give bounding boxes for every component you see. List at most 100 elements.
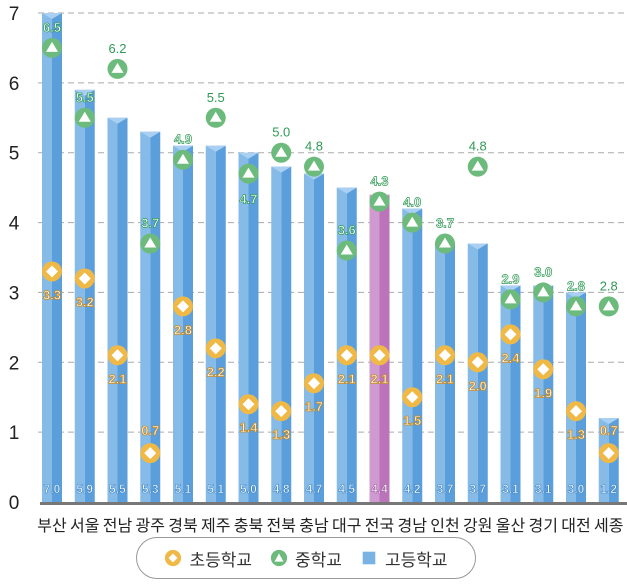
bar-value-label: 3.0 [568, 482, 585, 496]
diamond-icon [111, 349, 124, 362]
bar-top-bevel [107, 117, 128, 124]
middle-school-value-label: 3.0 [534, 264, 552, 279]
bar-value-label: 3.1 [535, 482, 552, 496]
markers-middle-school: 6.5 5.5 6.2 3.7 4.9 5.5 4.7 5.0 4.8 3.6 4.3 4.0 3.7 4… [42, 20, 619, 317]
bars-high-school: 7.0 5.9 5.5 5.3 5.1 5.1 5.0 4.8 4.7 4.5 4.4 4.2 3.7 3… [42, 13, 619, 503]
bar-right-face [183, 145, 193, 502]
y-tick-label: 3 [9, 283, 20, 304]
bar-right-face [477, 243, 488, 502]
elementary-school-marker: 1.3 [566, 401, 586, 443]
elementary-school-value-label: 0.7 [600, 423, 618, 438]
middle-school-marker: 4.8 [304, 139, 324, 177]
middle-school-marker: 6.2 [107, 41, 128, 79]
gridlines [38, 12, 627, 433]
elementary-school-value-label: 2.1 [338, 371, 356, 386]
y-tick-label: 2 [9, 353, 20, 374]
middle-school-marker: 4.7 [238, 163, 259, 207]
elementary-school-marker: 3.3 [42, 261, 62, 303]
bar-group: 5.3 [140, 131, 161, 502]
x-tick-label: 충남 [299, 516, 329, 535]
middle-school-marker: 5.5 [205, 90, 226, 128]
triangle-icon [471, 160, 484, 171]
bar-right-face [543, 285, 554, 502]
middle-school-value-label: 4.8 [469, 139, 487, 154]
triangle-icon [602, 300, 615, 311]
elementary-school-value-label: 2.8 [174, 322, 192, 337]
elementary-school-value-label: 1.7 [305, 399, 323, 414]
diamond-icon [471, 356, 484, 369]
triangle-icon [439, 237, 451, 248]
x-tick-label: 전북 [267, 516, 296, 535]
elementary-school-value-label: 0.7 [141, 423, 159, 438]
elementary-school-marker: 1.3 [271, 401, 292, 443]
middle-school-marker: 5.5 [74, 89, 95, 128]
bar-top-bevel [402, 208, 423, 215]
bar-value-label: 5.1 [175, 482, 192, 496]
legend: 초등학교 중학교 고등학교 [136, 537, 476, 579]
y-tick-label: 6 [9, 74, 20, 95]
bar-top-bevel [500, 285, 521, 292]
diamond-icon [275, 405, 288, 418]
markers-elementary-school: 3.3 3.2 2.1 0.7 2.8 2.2 1.4 1.3 1.7 2.1 2.1 1.5 2.1 2… [42, 261, 619, 464]
bar-left-face [140, 131, 151, 502]
bar-right-face [248, 152, 259, 502]
middle-school-value-label: 4.0 [403, 195, 421, 210]
x-tick-label: 세종 [594, 516, 623, 535]
x-tick-label: 광주 [136, 516, 165, 535]
elementary-school-value-label: 2.1 [370, 371, 388, 386]
triangle-icon [209, 111, 222, 122]
elementary-school-value-label: 3.3 [43, 287, 61, 302]
elementary-school-value-label: 2.4 [501, 350, 520, 365]
bar-right-face [346, 187, 357, 502]
triangle-icon [406, 216, 419, 227]
diamond-icon [504, 328, 517, 341]
elementary-school-value-label: 3.2 [76, 294, 94, 309]
elementary-school-value-label: 1.5 [403, 413, 421, 428]
bar-left-face [205, 145, 216, 502]
elementary-school-marker: 2.2 [205, 338, 226, 380]
y-tick-label: 7 [9, 4, 20, 25]
bar-value-label: 5.3 [142, 482, 159, 496]
triangle-marker-icon [270, 549, 288, 567]
bar-left-face [435, 243, 445, 502]
elementary-school-marker: 2.1 [369, 345, 390, 387]
bar-group: 4.7 [304, 173, 324, 502]
bar-value-label: 3.7 [469, 482, 486, 496]
legend-item-elementary: 초등학교 [164, 546, 252, 571]
bar-value-label: 4.5 [338, 482, 355, 496]
middle-school-value-label: 4.9 [174, 132, 192, 147]
elementary-school-value-label: 2.0 [469, 378, 487, 393]
triangle-icon [46, 41, 58, 52]
middle-school-marker: 6.5 [42, 20, 62, 58]
legend-label: 초등학교 [189, 550, 253, 571]
bar-right-face [117, 117, 128, 503]
middle-school-value-label: 3.7 [436, 216, 454, 231]
bar-right-face [215, 145, 226, 502]
middle-school-marker: 3.6 [336, 222, 357, 261]
x-tick-label: 대구 [332, 516, 361, 535]
middle-school-value-label: 4.8 [305, 139, 323, 154]
middle-school-value-label: 3.7 [141, 216, 159, 231]
middle-school-marker: 2.9 [500, 271, 521, 310]
y-tick-label: 5 [9, 144, 20, 165]
triangle-icon [373, 195, 386, 206]
triangle-icon [177, 153, 189, 164]
middle-school-marker: 4.8 [467, 139, 488, 177]
bar-right-face [281, 166, 292, 502]
elementary-school-marker: 3.2 [74, 268, 95, 310]
triangle-icon [504, 293, 517, 304]
elementary-school-marker: 2.1 [107, 345, 128, 387]
legend-item-middle: 중학교 [270, 546, 342, 571]
middle-school-marker: 3.0 [533, 264, 554, 303]
bar-top-bevel [173, 145, 193, 152]
bar-left-face [173, 145, 183, 502]
middle-school-value-label: 4.7 [239, 192, 257, 207]
triangle-icon [275, 146, 288, 157]
triangle-icon [144, 237, 157, 248]
x-tick-label: 경북 [168, 516, 197, 535]
diamond-marker-icon [165, 549, 182, 567]
x-tick-label: 울산 [496, 516, 526, 535]
elementary-school-marker: 2.8 [173, 296, 193, 338]
legend-label: 고등학교 [384, 550, 448, 571]
bar-left-face [238, 152, 249, 502]
